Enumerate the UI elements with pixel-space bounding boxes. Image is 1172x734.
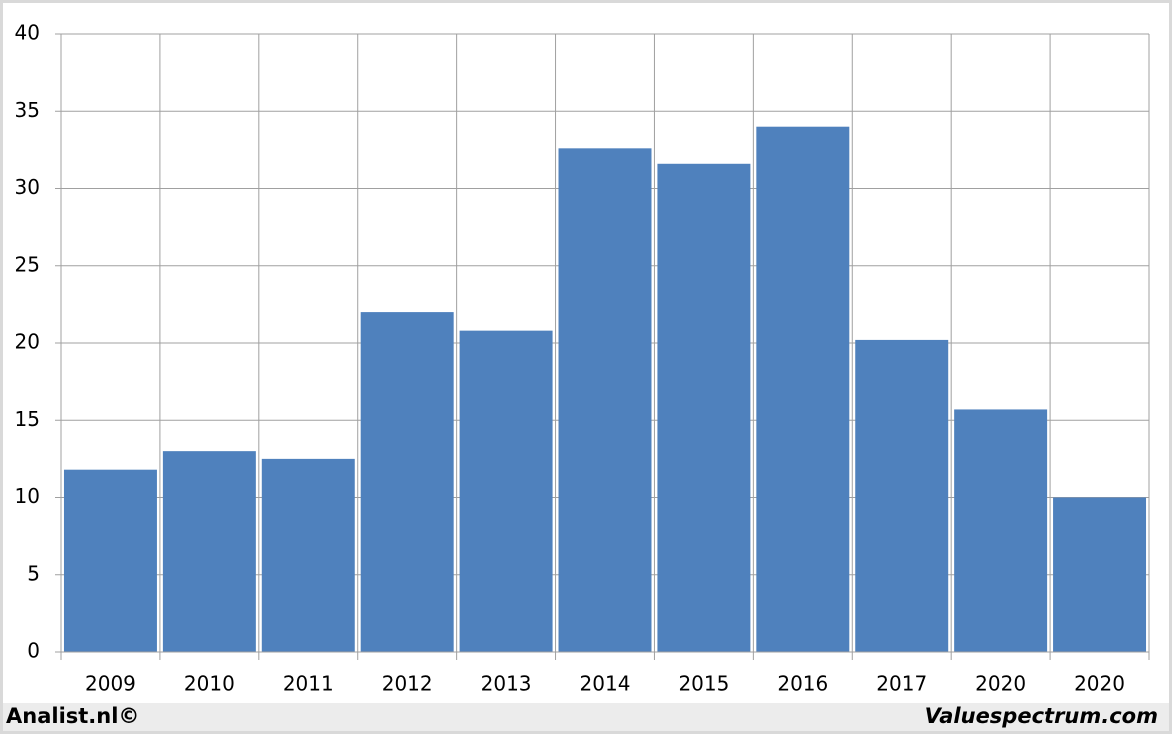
x-tick-label: 2009 — [85, 672, 136, 696]
x-tick-label: 2020 — [975, 672, 1026, 696]
x-tick-label: 2011 — [283, 672, 334, 696]
source-left: Analist.nl© — [6, 704, 139, 728]
bar — [954, 409, 1048, 652]
bar — [558, 148, 652, 652]
x-tick-label: 2017 — [876, 672, 927, 696]
x-tick-label: 2020 — [1074, 672, 1125, 696]
source-right: Valuespectrum.com — [925, 704, 1158, 728]
y-tick-label: 5 — [27, 561, 40, 585]
y-tick-label: 0 — [27, 639, 40, 663]
x-tick-label: 2016 — [777, 672, 828, 696]
x-tick-label: 2012 — [382, 672, 433, 696]
bar — [360, 312, 454, 652]
x-tick-label: 2010 — [184, 672, 235, 696]
footer-band — [3, 703, 1169, 731]
bar — [261, 458, 355, 652]
bar — [756, 126, 850, 652]
y-tick-label: 30 — [15, 175, 40, 199]
y-tick-label: 35 — [15, 98, 40, 122]
y-tick-label: 10 — [15, 484, 40, 508]
bar — [1053, 497, 1147, 652]
x-tick-label: 2015 — [678, 672, 729, 696]
x-tick-label: 2013 — [481, 672, 532, 696]
y-tick-label: 25 — [15, 252, 40, 276]
y-tick-label: 40 — [15, 21, 40, 45]
bar — [162, 451, 256, 652]
bar — [63, 469, 157, 652]
y-tick-label: 20 — [15, 330, 40, 354]
y-tick-label: 15 — [15, 407, 40, 431]
bar — [855, 339, 949, 652]
bar — [657, 163, 751, 652]
bar — [459, 330, 553, 652]
x-tick-label: 2014 — [580, 672, 631, 696]
